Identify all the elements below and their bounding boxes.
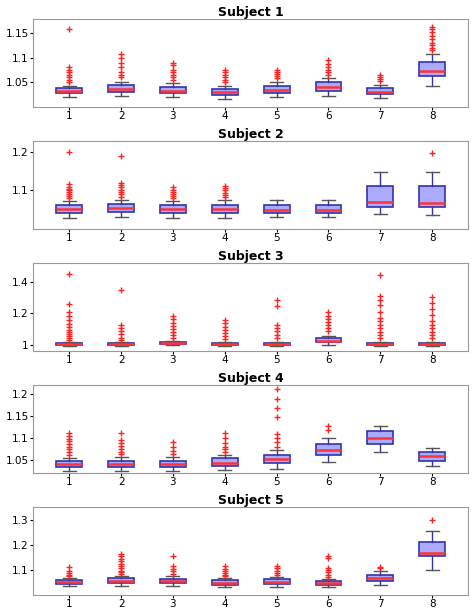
- PathPatch shape: [264, 205, 290, 213]
- PathPatch shape: [108, 578, 134, 582]
- PathPatch shape: [160, 87, 186, 93]
- PathPatch shape: [419, 542, 445, 557]
- PathPatch shape: [160, 579, 186, 583]
- PathPatch shape: [160, 205, 186, 213]
- PathPatch shape: [264, 343, 290, 345]
- PathPatch shape: [56, 343, 82, 344]
- PathPatch shape: [316, 205, 341, 213]
- PathPatch shape: [108, 204, 134, 212]
- PathPatch shape: [56, 580, 82, 584]
- PathPatch shape: [367, 186, 393, 207]
- PathPatch shape: [419, 452, 445, 461]
- PathPatch shape: [367, 431, 393, 445]
- PathPatch shape: [264, 579, 290, 584]
- Title: Subject 5: Subject 5: [218, 494, 283, 507]
- PathPatch shape: [316, 581, 341, 585]
- PathPatch shape: [316, 338, 341, 343]
- PathPatch shape: [367, 574, 393, 581]
- PathPatch shape: [316, 82, 341, 91]
- PathPatch shape: [264, 454, 290, 464]
- PathPatch shape: [264, 86, 290, 93]
- PathPatch shape: [212, 205, 238, 213]
- PathPatch shape: [212, 89, 238, 95]
- Title: Subject 2: Subject 2: [218, 128, 283, 141]
- PathPatch shape: [56, 88, 82, 93]
- PathPatch shape: [108, 461, 134, 467]
- PathPatch shape: [367, 88, 393, 94]
- PathPatch shape: [212, 580, 238, 585]
- PathPatch shape: [160, 342, 186, 344]
- PathPatch shape: [419, 186, 445, 207]
- PathPatch shape: [108, 343, 134, 345]
- PathPatch shape: [212, 343, 238, 344]
- PathPatch shape: [419, 343, 445, 345]
- PathPatch shape: [56, 205, 82, 213]
- PathPatch shape: [212, 458, 238, 466]
- Title: Subject 3: Subject 3: [218, 250, 283, 263]
- Title: Subject 1: Subject 1: [218, 6, 283, 18]
- PathPatch shape: [419, 62, 445, 76]
- PathPatch shape: [56, 461, 82, 467]
- PathPatch shape: [108, 85, 134, 92]
- PathPatch shape: [367, 343, 393, 344]
- Title: Subject 4: Subject 4: [218, 372, 283, 385]
- PathPatch shape: [160, 461, 186, 467]
- PathPatch shape: [316, 444, 341, 456]
